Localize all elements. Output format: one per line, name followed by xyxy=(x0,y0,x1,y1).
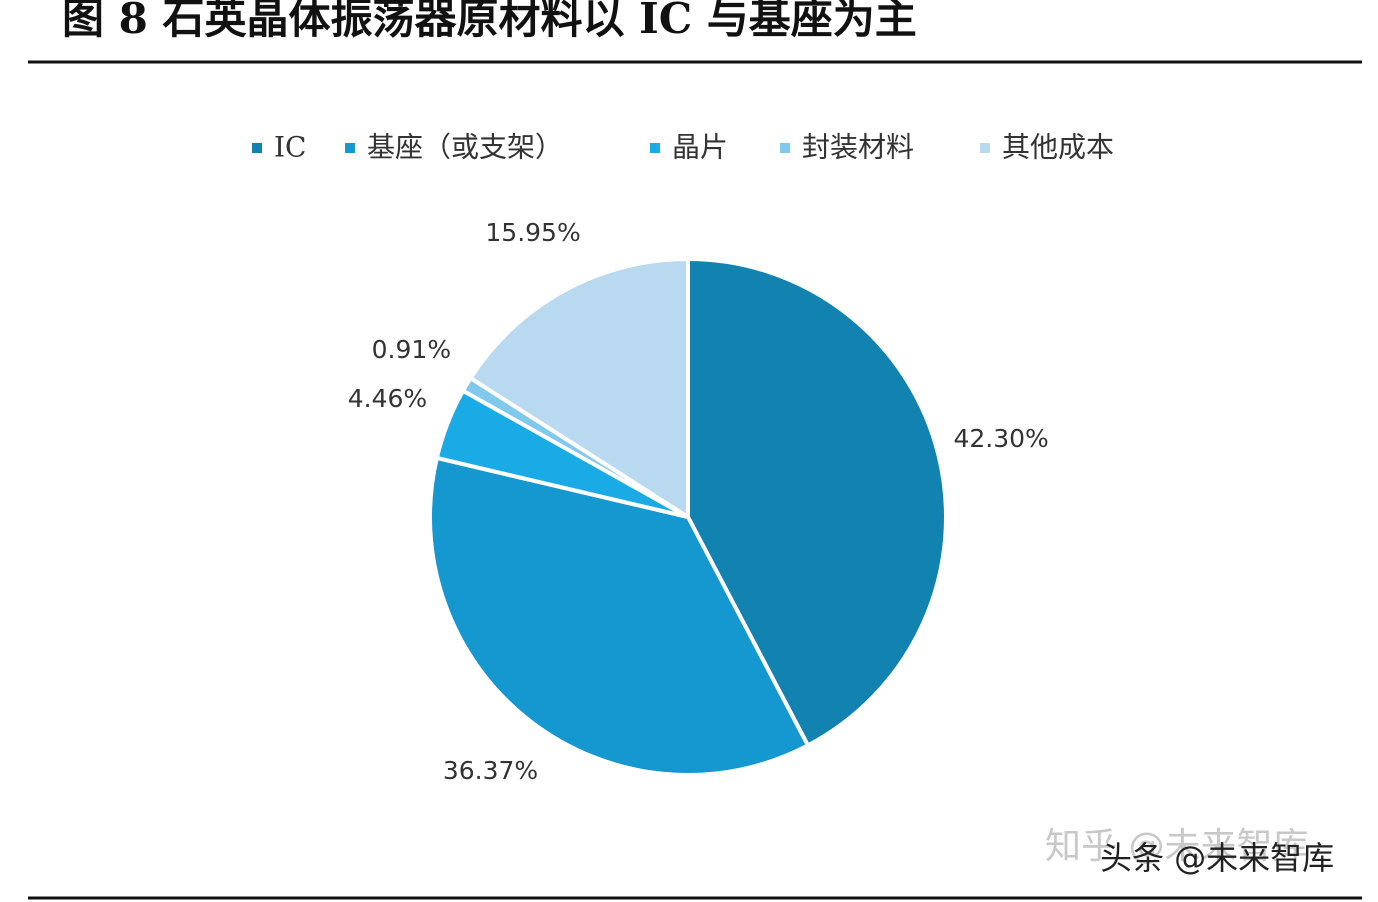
legend-label: 基座（或支架） xyxy=(367,131,563,164)
legend-marker xyxy=(650,143,660,153)
legend-label: 其他成本 xyxy=(1002,131,1114,164)
legend-label: 晶片 xyxy=(672,131,728,164)
pie-slice xyxy=(428,455,810,777)
chart-title: 图 8 石英晶体振荡器原材料以 IC 与基座为主 xyxy=(62,0,917,43)
legend-marker xyxy=(980,143,990,153)
data-label: 4.46% xyxy=(348,384,427,413)
legend-marker xyxy=(252,143,262,153)
legend-marker xyxy=(345,143,355,153)
legend-marker xyxy=(780,143,790,153)
legend-label: 封装材料 xyxy=(802,131,914,164)
data-label: 42.30% xyxy=(953,424,1048,453)
pie-slice xyxy=(686,257,948,748)
legend-label: IC xyxy=(274,131,306,164)
watermark: 知乎 @未来智库 xyxy=(1045,826,1308,867)
data-label: 15.95% xyxy=(485,218,580,247)
watermark: 头条 @未来智库 xyxy=(1100,839,1334,877)
data-label: 0.91% xyxy=(372,335,451,364)
data-label: 36.37% xyxy=(443,756,538,785)
pie-slice xyxy=(468,257,690,519)
